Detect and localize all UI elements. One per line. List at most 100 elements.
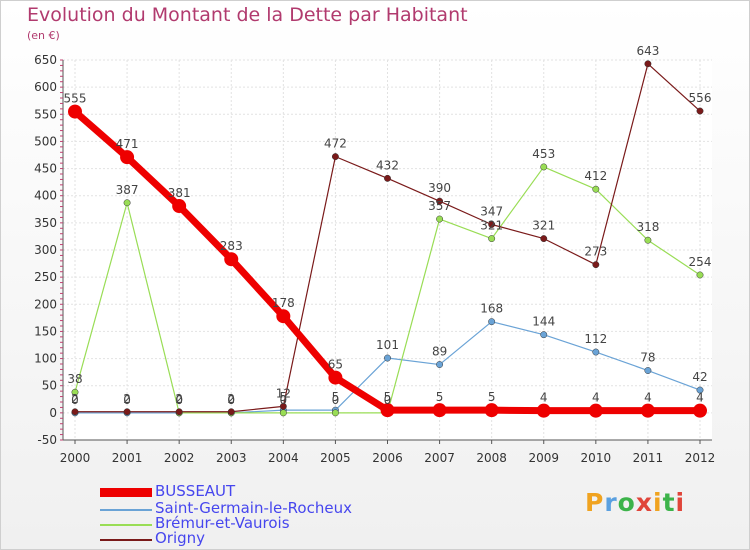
data-point-busseaut [380,403,395,418]
data-label-br-mur-et-vaurois: 321 [480,219,503,233]
data-label-saint-germain-le-rocheux: 42 [692,370,707,384]
legend-swatch-saint-germain [100,509,152,511]
data-label-saint-germain-le-rocheux: 5 [280,390,288,404]
y-tick-label: 50 [42,379,57,393]
x-tick-label: 2000 [60,451,91,465]
y-tick-label: 0 [49,406,57,420]
data-label-busseaut: 283 [220,239,243,253]
data-label-br-mur-et-vaurois: 0 [384,393,392,407]
data-label-br-mur-et-vaurois: 254 [689,255,712,269]
y-tick-label: 250 [34,270,57,284]
legend-label-bremur: Brémur-et-Vaurois [155,514,290,532]
x-tick-label: 2005 [320,451,351,465]
data-label-br-mur-et-vaurois: 387 [116,183,139,197]
data-label-saint-germain-le-rocheux: 112 [584,332,607,346]
data-label-br-mur-et-vaurois: 318 [636,220,659,234]
data-point-br-mur-et-vaurois [436,215,444,223]
data-point-saint-germain-le-rocheux [384,354,391,362]
data-point-busseaut [68,104,82,119]
data-label-busseaut: 5 [384,390,392,404]
data-label-origny: 2 [227,392,235,406]
data-label-saint-germain-le-rocheux: 0 [123,393,131,407]
data-point-origny [279,402,287,410]
x-tick-label: 2008 [476,451,507,465]
data-label-br-mur-et-vaurois: 453 [532,147,555,161]
data-point-br-mur-et-vaurois [592,185,600,193]
x-tick-label: 2010 [581,451,612,465]
y-tick-label: 300 [34,243,57,257]
legend-label-busseaut: BUSSEAUT [155,482,236,500]
data-point-origny [488,221,496,228]
y-tick-label: 100 [34,352,57,366]
data-label-busseaut: 555 [64,92,87,106]
data-point-busseaut [693,403,707,418]
data-point-br-mur-et-vaurois [123,199,131,207]
data-label-origny: 347 [480,204,503,218]
data-point-origny [384,174,391,182]
data-label-busseaut: 381 [168,186,191,200]
data-point-br-mur-et-vaurois [540,163,548,171]
data-label-origny: 643 [636,44,659,58]
data-point-busseaut [328,370,343,385]
data-point-origny [436,197,444,205]
y-tick-label: 500 [34,134,57,148]
data-point-busseaut [588,403,603,418]
x-tick-label: 2011 [633,451,664,465]
data-point-saint-germain-le-rocheux [436,361,444,368]
data-point-br-mur-et-vaurois [644,236,652,244]
x-tick-label: 2004 [268,451,299,465]
data-label-busseaut: 4 [540,391,548,405]
data-label-origny: 432 [376,158,399,172]
data-label-br-mur-et-vaurois: 412 [584,169,607,183]
data-label-busseaut: 471 [116,137,139,151]
data-point-busseaut [276,309,291,324]
data-point-origny [592,261,600,269]
data-point-busseaut [640,403,655,418]
data-label-br-mur-et-vaurois: 0 [175,393,183,407]
data-point-br-mur-et-vaurois [488,235,496,243]
data-label-busseaut: 5 [488,390,496,404]
y-tick-label: 550 [34,107,57,121]
legend-label-saint-germain: Saint-Germain-le-Rocheux [155,499,352,517]
data-label-origny: 321 [532,219,555,233]
data-label-origny: 2 [123,392,131,406]
x-tick-label: 2009 [528,451,559,465]
data-label-saint-germain-le-rocheux: 89 [432,345,447,359]
data-label-busseaut: 4 [592,391,600,405]
data-point-busseaut [172,199,187,214]
data-point-br-mur-et-vaurois [279,409,287,417]
x-tick-label: 2007 [424,451,455,465]
x-tick-label: 2006 [372,451,403,465]
data-label-saint-germain-le-rocheux: 78 [640,351,655,365]
data-label-origny: 273 [584,245,607,259]
data-point-origny [175,408,183,416]
data-point-saint-germain-le-rocheux [696,386,704,394]
data-label-saint-germain-le-rocheux: 0 [227,393,235,407]
data-label-br-mur-et-vaurois: 0 [280,393,288,407]
y-tick-label: 650 [34,53,57,67]
x-tick-label: 2001 [112,451,143,465]
data-label-busseaut: 178 [272,296,295,310]
data-point-origny [71,408,79,416]
data-point-br-mur-et-vaurois [331,409,339,417]
data-label-busseaut: 5 [436,390,444,404]
data-label-saint-germain-le-rocheux: 101 [376,338,399,352]
y-tick-label: 150 [34,324,57,338]
y-tick-label: -50 [37,433,57,447]
data-label-saint-germain-le-rocheux: 168 [480,302,503,316]
data-point-busseaut [536,403,551,418]
data-label-busseaut: 4 [696,391,704,405]
data-label-br-mur-et-vaurois: 0 [332,393,340,407]
data-point-busseaut [224,252,239,267]
data-label-br-mur-et-vaurois: 38 [67,372,82,386]
chart-unit-label: (en €) [27,29,60,42]
data-label-br-mur-et-vaurois: 0 [227,393,235,407]
data-label-busseaut: 4 [644,391,652,405]
data-point-saint-germain-le-rocheux [540,331,548,339]
legend-swatch-origny [100,539,152,541]
chart-title: Evolution du Montant de la Dette par Hab… [27,4,468,26]
x-tick-label: 2002 [164,451,195,465]
data-point-origny [540,235,548,243]
data-point-saint-germain-le-rocheux [488,318,496,326]
data-point-origny [644,60,652,68]
